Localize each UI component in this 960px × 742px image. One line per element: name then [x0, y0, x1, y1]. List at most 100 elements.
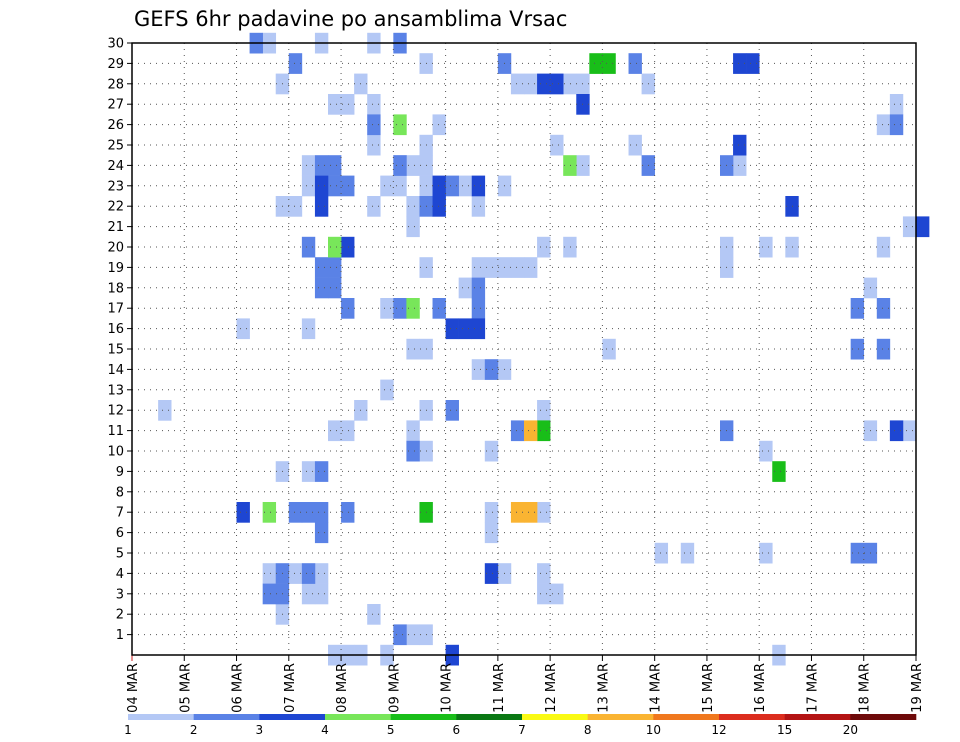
heatmap-cell — [680, 542, 695, 564]
heatmap-cell — [471, 318, 486, 340]
y-tick-label: 7 — [116, 506, 124, 521]
heatmap-cell — [406, 440, 420, 462]
colorbar-label: 6 — [453, 723, 461, 737]
heatmap-cell — [484, 522, 499, 544]
heatmap-cell — [432, 175, 446, 197]
heatmap-cell — [537, 400, 551, 421]
heatmap-cell — [550, 73, 564, 95]
heatmap-cell — [288, 502, 303, 523]
heatmap-cell — [288, 196, 303, 217]
x-tick-label: 19 MAR — [910, 663, 925, 713]
heatmap-cell — [759, 236, 773, 258]
heatmap-cell — [393, 175, 407, 197]
x-tick-label: 10 MAR — [440, 663, 455, 713]
x-tick-label: 05 MAR — [178, 663, 193, 713]
heatmap-cell — [733, 155, 747, 176]
heatmap-cell — [393, 114, 407, 136]
heatmap-cell — [563, 73, 577, 95]
heatmap-cell — [484, 359, 499, 380]
heatmap-cell — [445, 318, 459, 340]
heatmap-cell — [301, 175, 316, 197]
x-axis-ticks: 04 MAR 05 MAR 06 MAR 07 MAR 08 MAR 09 MAR 10 M… — [126, 655, 925, 713]
heatmap-cell — [902, 420, 917, 442]
heatmap-cell — [471, 175, 486, 197]
heatmap-cell — [445, 400, 459, 421]
heatmap-cell — [301, 502, 316, 523]
heatmap-cell — [314, 257, 329, 278]
colorbar-label: 20 — [843, 723, 858, 737]
colorbar-segment — [653, 714, 720, 720]
y-tick-label: 22 — [107, 200, 124, 215]
heatmap-cell — [380, 175, 394, 197]
heatmap-cell — [288, 563, 303, 584]
heatmap-cell — [158, 400, 172, 421]
heatmap-cell — [628, 53, 642, 74]
heatmap-cell — [301, 318, 316, 340]
y-tick-label: 15 — [107, 343, 124, 358]
x-tick-label: 12 MAR — [544, 663, 559, 713]
heatmap-cell — [654, 542, 669, 564]
heatmap-cell — [889, 420, 904, 442]
heatmap-cell — [484, 502, 499, 523]
heatmap-cell — [484, 257, 499, 278]
heatmap-cell — [524, 73, 538, 95]
heatmap-cell — [537, 563, 551, 584]
heatmap-cell — [759, 542, 773, 564]
heatmap-cell — [602, 53, 616, 74]
heatmap-cell — [328, 94, 342, 115]
x-tick-label: 06 MAR — [231, 663, 246, 713]
heatmap-cell — [328, 155, 342, 176]
colorbar-label: 7 — [518, 723, 526, 737]
plot-frame — [131, 42, 917, 656]
y-tick-label: 26 — [107, 118, 124, 133]
heatmap-cell — [524, 502, 538, 523]
heatmap-cell — [367, 134, 381, 156]
colorbar-label: 5 — [387, 723, 395, 737]
heatmap-cell — [876, 338, 891, 360]
colorbar-label: 12 — [711, 723, 726, 737]
heatmap-cell — [406, 196, 420, 217]
heatmap-cell — [510, 420, 525, 442]
x-tick-label: 14 MAR — [649, 663, 664, 713]
heatmap-cell — [314, 461, 329, 482]
heatmap-cell — [380, 298, 394, 319]
heatmap-cell — [328, 420, 342, 442]
y-tick-label: 27 — [107, 98, 124, 113]
heatmap-cell — [328, 236, 342, 258]
heatmap-cell — [471, 359, 486, 380]
heatmap-cell — [406, 420, 420, 442]
heatmap-cell — [850, 542, 865, 564]
heatmap-cell — [484, 563, 499, 584]
heatmap-cell — [341, 236, 355, 258]
y-tick-label: 5 — [116, 547, 124, 562]
heatmap-cell — [406, 155, 420, 176]
y-tick-label: 30 — [107, 37, 124, 52]
heatmap-cell — [902, 216, 917, 238]
heatmap-cell — [510, 73, 525, 95]
heatmap-cell — [471, 298, 486, 319]
colorbar-segment — [259, 714, 326, 720]
heatmap-cell — [314, 563, 329, 584]
chart-title: GEFS 6hr padavine po ansamblima Vrsac — [134, 7, 567, 31]
heatmap-cell — [537, 420, 551, 442]
heatmap-cell — [406, 298, 420, 319]
y-tick-label: 8 — [116, 485, 124, 500]
heatmap-cell — [301, 583, 316, 605]
colorbar-label: 1 — [124, 723, 132, 737]
heatmap-cell — [314, 277, 329, 299]
heatmap-cell — [458, 318, 473, 340]
x-tick-label: 13 MAR — [596, 663, 611, 713]
heatmap-cell — [889, 114, 904, 136]
heatmap-cell — [445, 175, 459, 197]
y-tick-label: 28 — [107, 77, 124, 92]
heatmap-cell — [563, 236, 577, 258]
y-tick-label: 1 — [116, 628, 124, 643]
y-tick-label: 14 — [107, 363, 124, 378]
colorbar-label: 4 — [321, 723, 329, 737]
x-tick-label: 16 MAR — [753, 663, 768, 713]
heatmap-cell — [432, 298, 446, 319]
x-tick-label: 18 MAR — [858, 663, 873, 713]
y-tick-label: 11 — [107, 424, 124, 439]
heatmap-cell — [341, 502, 355, 523]
